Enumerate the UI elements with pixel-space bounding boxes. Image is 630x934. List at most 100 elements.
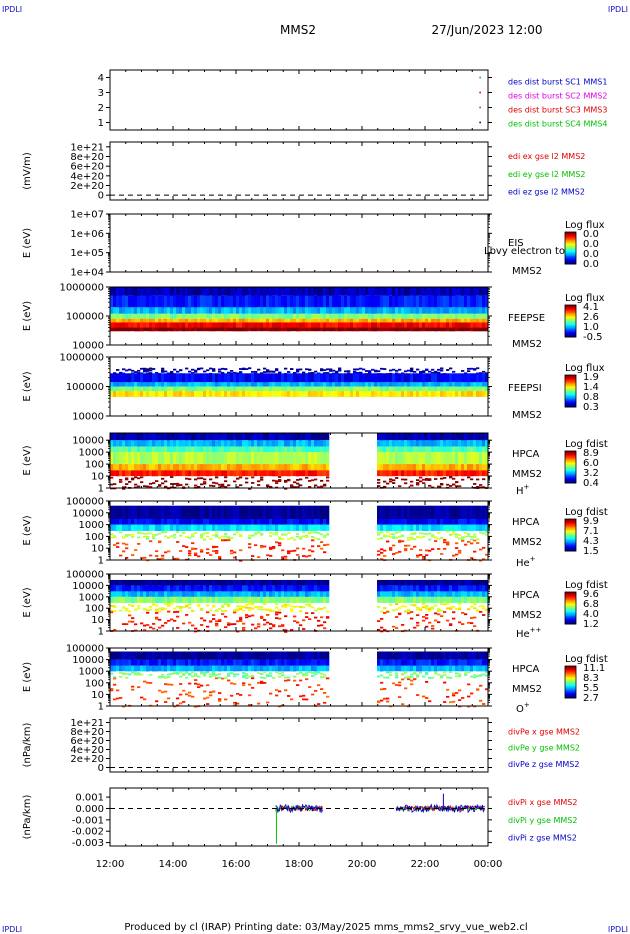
heatmap-cell [299,505,303,519]
heatmap-cell [119,391,123,397]
heatmap-cell [398,596,402,603]
heatmap-cell [428,327,432,332]
heatmap-speck [182,622,186,625]
heatmap-speck [269,486,273,488]
heatmap-cell [221,452,225,465]
heatmap-cell [272,382,276,387]
heatmap-cell [440,433,444,441]
heatmap-cell [209,313,213,319]
heatmap-cell [221,382,225,387]
heatmap-cell [296,382,300,387]
heatmap-speck [272,479,276,482]
heatmap-cell [128,518,132,525]
heatmap-speck [236,608,240,611]
heatmap-speck [173,533,177,536]
heatmap-cell [215,391,219,397]
heatmap-cell [350,391,354,397]
colorbar-value: 7.1 [583,526,599,537]
heatmap-cell [413,382,417,387]
heatmap-cell [170,440,174,447]
heatmap-cell [278,373,282,383]
heatmap-speck [422,615,426,618]
heatmap-cell [209,373,213,383]
heatmap-cell [377,518,381,525]
heatmap-cell [362,327,366,332]
heatmap-speck [320,624,324,627]
heatmap-cell [323,518,327,525]
heatmap-speck [233,551,237,554]
heatmap-cell [227,452,231,465]
heatmap-cell [110,433,114,441]
heatmap-cell [290,452,294,465]
heatmap-cell [143,295,147,308]
heatmap-cell [392,327,396,332]
heatmap-cell [293,518,297,525]
heatmap-cell [446,470,450,477]
heatmap-cell [323,318,327,323]
heatmap-speck [272,547,276,550]
heatmap-speck [230,537,234,540]
heatmap-cell [302,322,306,328]
heatmap-cell [200,386,204,392]
colorbar-segment [565,405,576,408]
heatmap-speck [251,602,255,605]
heatmap-cell [251,524,255,531]
heatmap-cell [452,470,456,477]
heatmap-cell [143,373,147,383]
heatmap-speck [383,480,387,483]
colorbar-value: 3.2 [583,468,599,479]
heatmap-cell [401,382,405,387]
heatmap-cell [140,382,144,387]
heatmap-cell [431,518,435,525]
heatmap-speck [287,552,291,555]
heatmap-cell [116,322,120,328]
heatmap-cell [203,446,207,453]
heatmap-cell [458,391,462,397]
heatmap-cell [227,440,231,447]
heatmap-cell [476,433,480,441]
heatmap-cell [470,446,474,453]
heatmap-speck [125,607,129,610]
heatmap-cell [137,505,141,520]
heatmap-cell [431,287,435,296]
heatmap-cell [206,318,210,323]
heatmap-cell [212,464,216,471]
heatmap-cell [266,464,270,471]
heatmap-cell [248,433,252,441]
heatmap-speck [383,555,387,557]
heatmap-cell [389,391,393,397]
heatmap-cell [266,307,270,314]
heatmap-speck [119,372,123,374]
heatmap-cell [143,596,147,604]
heatmap-speck [221,371,225,374]
heatmap-cell [203,591,207,597]
heatmap-cell [476,585,480,592]
heatmap-speck [272,610,276,612]
heatmap-speck [194,554,198,556]
heatmap-cell [131,470,135,477]
heatmap-cell [431,318,435,323]
heatmap-speck [200,367,204,370]
heatmap-cell [164,318,168,323]
heatmap-cell [128,318,132,323]
heatmap-cell [227,470,231,477]
heatmap-cell [296,585,300,592]
heatmap-cell [416,440,420,447]
heatmap-cell [236,464,240,471]
heatmap-cell [473,591,477,597]
heatmap-cell [290,386,294,392]
heatmap-cell [350,307,354,314]
heatmap-speck [137,532,141,534]
heatmap-cell [242,318,246,323]
heatmap-cell [329,313,333,320]
heatmap-speck [155,480,159,483]
heatmap-cell [467,287,471,297]
heatmap-speck [440,477,444,480]
heatmap-cell [323,313,327,320]
heatmap-cell [419,318,423,323]
heatmap-cell [152,313,156,320]
heatmap-speck [416,606,420,609]
heatmap-cell [479,295,483,308]
heatmap-cell [155,433,159,441]
heatmap-cell [449,318,453,323]
